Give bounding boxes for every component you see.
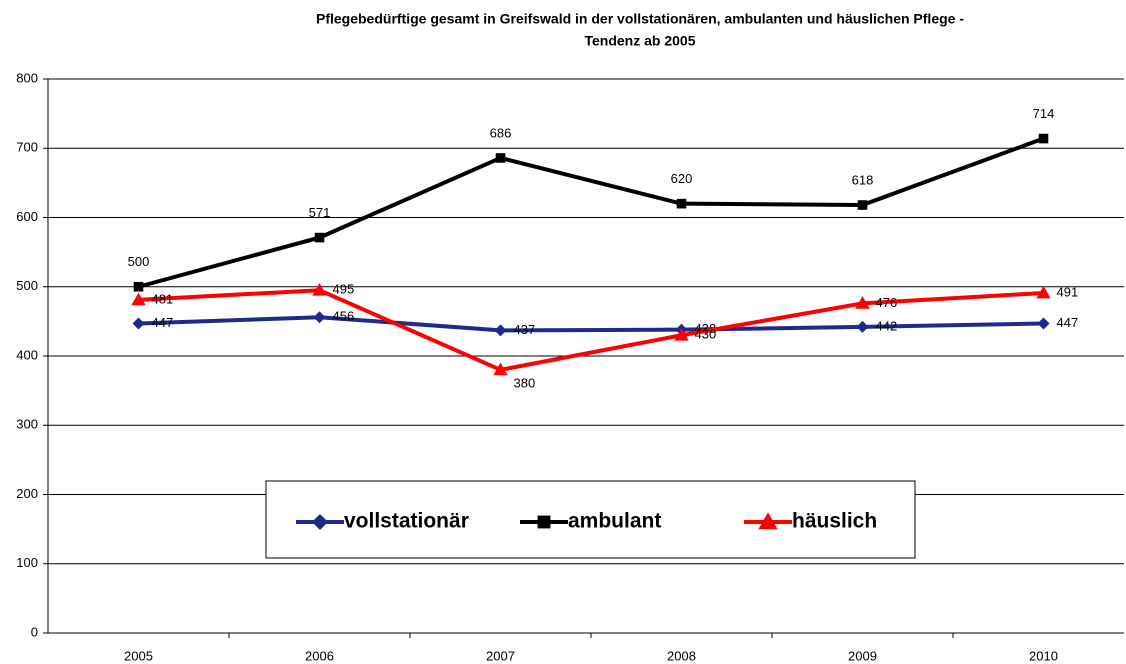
- marker: [758, 512, 778, 530]
- marker: [314, 232, 325, 243]
- data-label: 495: [333, 282, 355, 297]
- data-label: 491: [1057, 284, 1079, 299]
- marker: [676, 198, 687, 209]
- marker: [856, 320, 869, 333]
- data-label: 437: [514, 322, 536, 337]
- marker: [133, 281, 144, 292]
- legend-box: [265, 480, 916, 559]
- data-label: 380: [514, 375, 536, 390]
- y-tick-label: 0: [31, 624, 38, 639]
- x-tick-label: 2005: [124, 648, 153, 663]
- data-label: 481: [152, 291, 174, 306]
- data-label: 456: [333, 309, 355, 324]
- marker: [1036, 285, 1051, 299]
- data-label: 447: [152, 315, 174, 330]
- y-tick-label: 300: [16, 417, 38, 432]
- y-tick-label: 100: [16, 555, 38, 570]
- legend-label: vollstationär: [344, 510, 469, 533]
- marker: [131, 292, 146, 306]
- marker: [855, 296, 870, 309]
- x-tick-label: 2009: [848, 648, 877, 663]
- marker: [1038, 133, 1049, 144]
- y-tick-label: 200: [16, 486, 38, 501]
- x-tick-label: 2006: [305, 648, 334, 663]
- data-label: 620: [671, 171, 693, 186]
- y-tick-label: 400: [16, 347, 38, 362]
- data-label: 686: [490, 125, 512, 140]
- x-tick-label: 2010: [1029, 648, 1058, 663]
- marker: [312, 514, 328, 530]
- x-tick-label: 2008: [667, 648, 696, 663]
- y-tick-label: 600: [16, 209, 38, 224]
- y-tick-label: 800: [16, 70, 38, 85]
- marker: [537, 515, 551, 529]
- data-label: 571: [309, 205, 331, 220]
- marker: [495, 153, 506, 163]
- data-label: 618: [852, 172, 874, 187]
- marker: [674, 328, 689, 341]
- legend-label: häuslich: [792, 510, 877, 533]
- data-label: 430: [695, 327, 717, 342]
- marker: [857, 200, 868, 210]
- data-label: 476: [876, 295, 898, 310]
- data-label: 442: [876, 318, 898, 333]
- series-line: [137, 136, 1045, 289]
- legend-label: ambulant: [568, 510, 661, 533]
- series-line: [138, 315, 1044, 333]
- marker: [312, 283, 327, 296]
- data-label: 714: [1033, 106, 1055, 121]
- data-label: 500: [128, 254, 150, 269]
- marker: [494, 324, 507, 337]
- marker: [313, 311, 326, 324]
- chart-title: Tendenz ab 2005: [584, 33, 695, 49]
- y-tick-label: 500: [16, 278, 38, 293]
- marker: [493, 362, 508, 376]
- series-line: [138, 288, 1044, 372]
- y-tick-label: 700: [16, 140, 38, 155]
- data-label: 447: [1057, 315, 1079, 330]
- marker: [1037, 317, 1050, 330]
- x-tick-label: 2007: [486, 648, 515, 663]
- marker: [132, 317, 145, 330]
- chart-title: Pflegebedürftige gesamt in Greifswald in…: [316, 11, 964, 27]
